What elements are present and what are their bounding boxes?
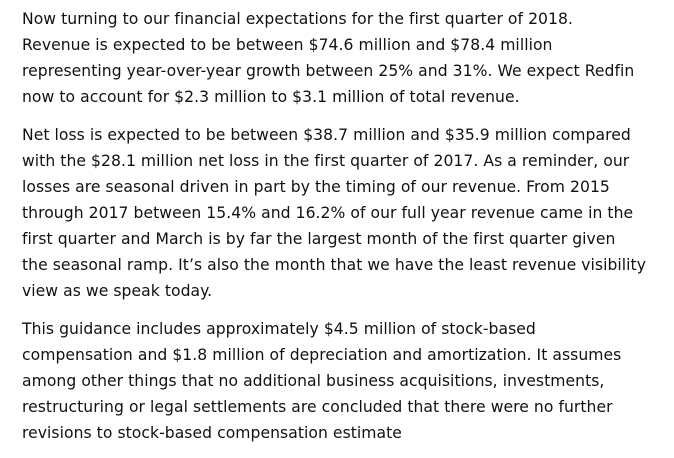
text-line: Revenue is expected to be between $74.6 … (22, 36, 553, 54)
text-line: among other things that no additional bu… (22, 372, 605, 390)
text-line: view as we speak today. (22, 282, 213, 300)
paragraph-net-loss-guidance: Net loss is expected to be between $38.7… (22, 122, 672, 304)
text-line: the seasonal ramp. It’s also the month t… (22, 256, 646, 274)
text-line: Net loss is expected to be between $38.7… (22, 126, 631, 144)
text-line: restructuring or legal settlements are c… (22, 398, 613, 416)
text-line: compensation and $1.8 million of depreci… (22, 346, 622, 364)
text-line: This guidance includes approximately $4.… (22, 320, 536, 338)
text-line: losses are seasonal driven in part by th… (22, 178, 610, 196)
text-line: Now turning to our financial expectation… (22, 10, 573, 28)
text-line: now to account for $2.3 million to $3.1 … (22, 88, 520, 106)
text-line: revisions to stock-based compensation es… (22, 424, 402, 442)
text-line: through 2017 between 15.4% and 16.2% of … (22, 204, 634, 222)
text-line: first quarter and March is by far the la… (22, 230, 616, 248)
paragraph-revenue-guidance: Now turning to our financial expectation… (22, 6, 672, 110)
document-body: Now turning to our financial expectation… (22, 6, 672, 458)
text-line: with the $28.1 million net loss in the f… (22, 152, 630, 170)
text-line: representing year-over-year growth betwe… (22, 62, 635, 80)
paragraph-stock-compensation: This guidance includes approximately $4.… (22, 316, 672, 446)
